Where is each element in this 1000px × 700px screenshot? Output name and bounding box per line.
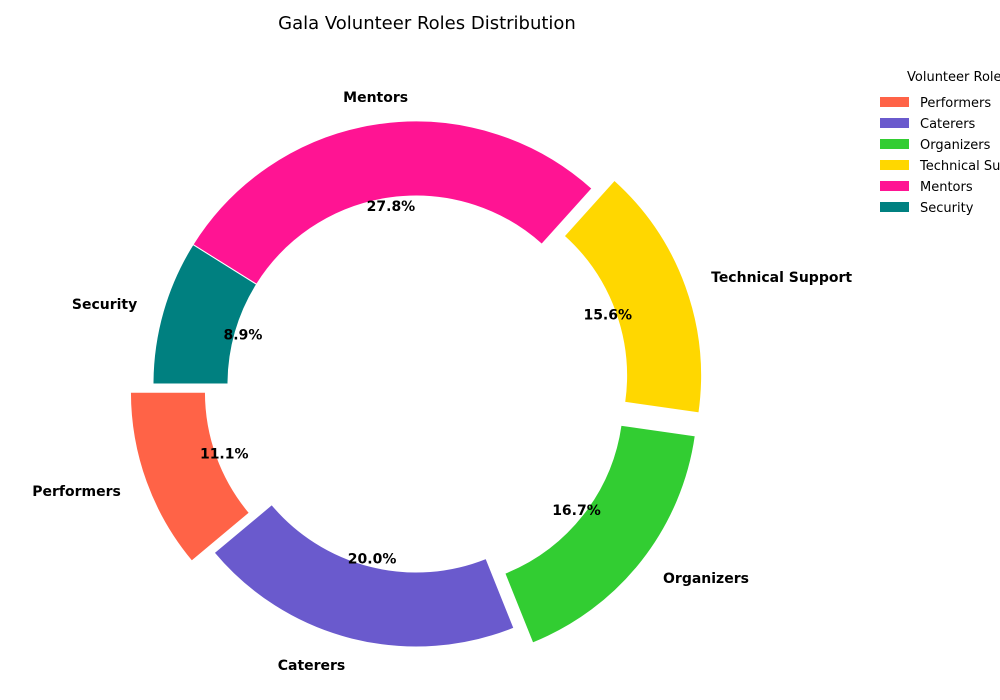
- category-label-mentors: Mentors: [343, 90, 408, 106]
- category-label-security: Security: [72, 297, 137, 313]
- percent-label-mentors: 27.8%: [367, 199, 416, 215]
- slice-technical-support: [563, 179, 703, 414]
- percent-label-technical-support: 15.6%: [583, 307, 632, 323]
- legend: Volunteer Roles Performers Caterers Organi…: [880, 70, 1000, 216]
- legend-swatch-caterers: [880, 118, 909, 128]
- slice-security: [152, 243, 258, 385]
- percent-label-security: 8.9%: [224, 327, 263, 343]
- slice-caterers: [213, 503, 515, 648]
- chart-title: Gala Volunteer Roles Distribution: [278, 13, 576, 34]
- category-label-organizers: Organizers: [663, 571, 749, 587]
- legend-title: Volunteer Roles: [907, 70, 1000, 85]
- legend-label-technical-support: Technical Support: [919, 159, 1000, 174]
- percent-label-caterers: 20.0%: [348, 552, 397, 568]
- category-label-performers: Performers: [32, 484, 121, 500]
- category-labels: Performers Caterers Organizers Technical Su…: [32, 90, 852, 674]
- legend-swatch-mentors: [880, 181, 909, 191]
- legend-label-performers: Performers: [920, 96, 991, 111]
- slice-organizers: [504, 424, 696, 644]
- slice-mentors: [192, 120, 593, 286]
- legend-items: Performers Caterers Organizers Technical Su…: [880, 96, 1000, 216]
- legend-swatch-security: [880, 202, 909, 212]
- donut-slices: [129, 120, 703, 648]
- legend-swatch-performers: [880, 97, 909, 107]
- percent-label-performers: 11.1%: [200, 447, 249, 463]
- percentage-labels: 11.1% 20.0% 16.7% 15.6% 27.8% 8.9%: [200, 199, 632, 568]
- slice-performers: [129, 391, 250, 562]
- category-label-caterers: Caterers: [278, 658, 346, 674]
- legend-label-security: Security: [920, 201, 974, 216]
- legend-label-caterers: Caterers: [920, 117, 976, 132]
- legend-swatch-organizers: [880, 139, 909, 149]
- legend-label-mentors: Mentors: [920, 180, 973, 195]
- percent-label-organizers: 16.7%: [552, 503, 601, 519]
- category-label-technical-support: Technical Support: [711, 270, 852, 286]
- legend-label-organizers: Organizers: [920, 138, 991, 153]
- legend-swatch-technical-support: [880, 160, 909, 170]
